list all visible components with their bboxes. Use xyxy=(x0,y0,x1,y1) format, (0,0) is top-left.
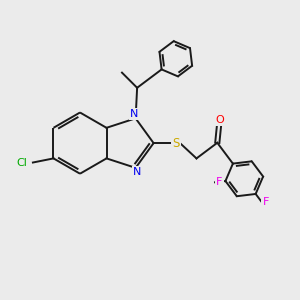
Text: F: F xyxy=(262,197,269,207)
Text: N: N xyxy=(133,167,141,177)
Text: F: F xyxy=(216,177,223,187)
Text: O: O xyxy=(215,115,224,125)
Text: Cl: Cl xyxy=(16,158,28,167)
Text: S: S xyxy=(172,136,180,150)
Text: N: N xyxy=(130,109,138,119)
